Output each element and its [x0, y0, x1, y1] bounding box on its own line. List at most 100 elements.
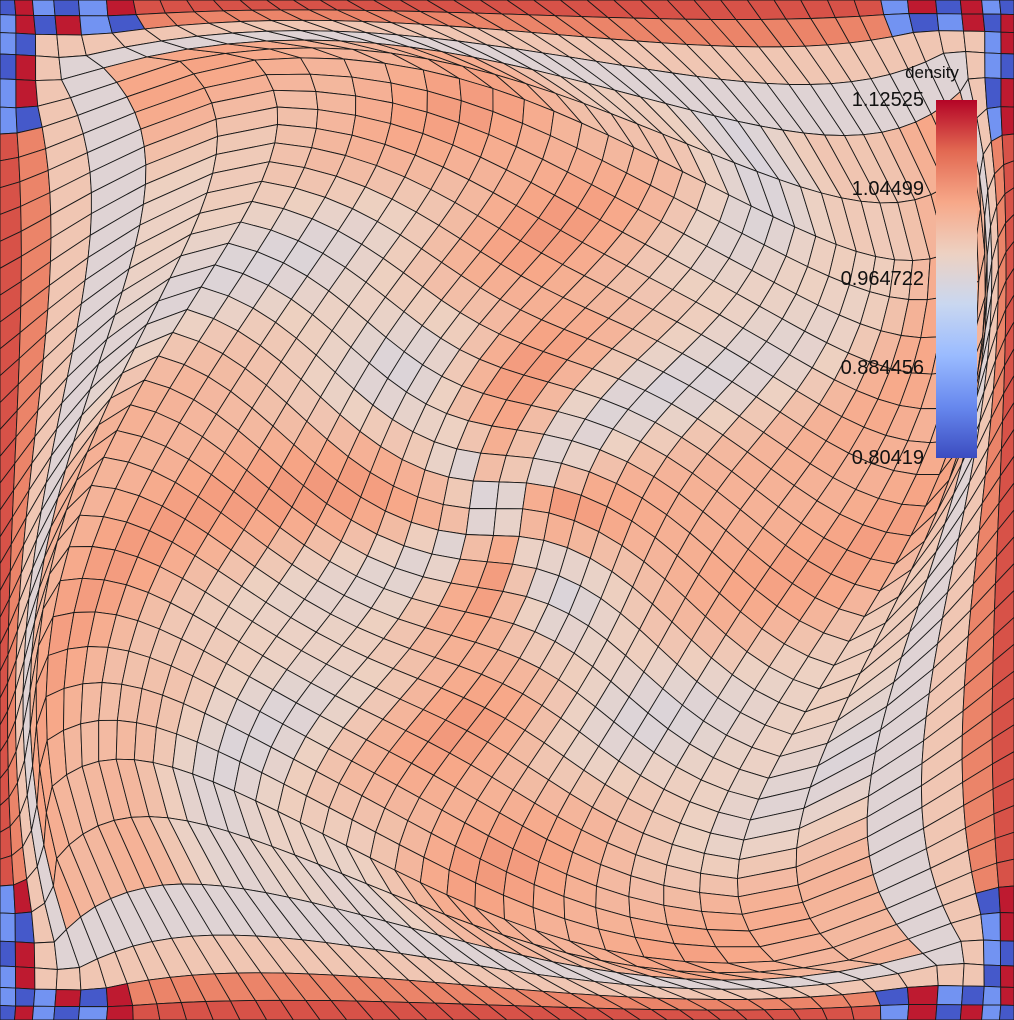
- mesh-cell: [993, 805, 1014, 839]
- mesh-cell: [959, 1004, 984, 1020]
- mesh-cell: [853, 0, 885, 17]
- mesh-cell: [982, 985, 1002, 1006]
- mesh-cell: [880, 0, 910, 16]
- mesh-cell: [992, 616, 1014, 663]
- mesh-cell: [0, 14, 17, 34]
- mesh-cell: [980, 912, 1001, 942]
- mesh-cell: [998, 455, 1014, 504]
- mesh-cell: [961, 985, 985, 1006]
- mesh-cell: [991, 697, 1014, 740]
- mesh-cell: [15, 987, 36, 1007]
- mesh-cell: [0, 986, 17, 1007]
- mesh-cell: [907, 1003, 938, 1020]
- mesh-cell: [997, 482, 1014, 531]
- mesh-cell: [265, 73, 317, 92]
- mesh-cell: [205, 1000, 241, 1020]
- mesh-cell: [1005, 267, 1014, 310]
- mesh-cell: [305, 999, 348, 1020]
- mesh-cell: [0, 106, 18, 135]
- mesh-cell: [936, 985, 964, 1006]
- mesh-cell: [959, 0, 984, 15]
- mesh-cell: [0, 965, 17, 989]
- mesh-cell: [962, 963, 985, 987]
- mesh-cell: [1000, 965, 1014, 988]
- mesh-cell: [356, 1000, 401, 1020]
- colorbar-title: density: [905, 63, 959, 82]
- mesh-cell: [382, 1001, 428, 1020]
- mesh-cell: [460, 1003, 508, 1020]
- mesh-cell: [1002, 375, 1014, 422]
- mesh-cell: [999, 940, 1014, 967]
- mesh-cell: [1001, 402, 1014, 450]
- mesh-cell: [960, 939, 985, 966]
- mesh-cell: [487, 1004, 535, 1020]
- mesh-cell: [15, 54, 37, 82]
- mesh-cell: [492, 508, 524, 537]
- mesh-cell: [15, 32, 37, 57]
- mesh-cell: [991, 670, 1014, 714]
- mesh-cell: [1001, 133, 1014, 166]
- mesh-cell: [935, 1004, 963, 1020]
- mesh-cell: [792, 1007, 828, 1020]
- mesh-cell: [180, 1001, 214, 1020]
- mesh-cell: [763, 1008, 802, 1020]
- mesh-cell: [982, 13, 1002, 33]
- mesh-cell: [0, 940, 16, 968]
- mesh-cell: [34, 967, 58, 990]
- mesh-cell: [15, 14, 36, 35]
- mesh-cell: [991, 751, 1014, 790]
- mesh-cell: [33, 14, 58, 36]
- mesh-cell: [568, 1007, 615, 1020]
- mesh-cell: [1005, 214, 1014, 253]
- mesh-cell: [1000, 106, 1014, 136]
- mesh-cell: [330, 1000, 374, 1020]
- mesh-cell: [35, 55, 62, 82]
- mesh-cell: [935, 0, 963, 15]
- mesh-cell: [115, 719, 138, 761]
- mesh-cell: [254, 999, 294, 1020]
- mesh-cell: [991, 724, 1014, 765]
- mesh-cell: [408, 1001, 455, 1020]
- mesh-cell: [1004, 187, 1014, 224]
- mesh-cell: [996, 858, 1014, 888]
- mesh-cell: [31, 0, 56, 16]
- mesh-cell: [984, 52, 1002, 79]
- mesh-cell: [14, 941, 36, 969]
- mesh-cell: [994, 563, 1014, 611]
- mesh-cell: [434, 1002, 481, 1020]
- mesh-cell: [1000, 986, 1014, 1006]
- mesh-cell: [993, 590, 1014, 637]
- mesh-cell: [984, 30, 1002, 55]
- mesh-cell: [707, 1009, 748, 1020]
- mesh-cell: [495, 481, 527, 510]
- mesh-cell: [0, 884, 16, 915]
- mesh-cell: [53, 1005, 81, 1020]
- mesh-cell: [14, 0, 35, 16]
- colorbar: [936, 100, 977, 458]
- colorbar-tick-label: 1.04499: [851, 178, 924, 201]
- mesh-cell: [0, 1004, 17, 1020]
- mesh-cell: [595, 1007, 641, 1020]
- mesh-cell: [0, 78, 17, 109]
- mesh-cell: [80, 720, 100, 767]
- mesh-cell: [54, 15, 82, 36]
- mesh-cell: [1000, 53, 1014, 80]
- colorbar-tick-label: 0.80419: [851, 447, 924, 469]
- mesh-cell: [15, 79, 39, 109]
- mesh-cell: [996, 509, 1014, 558]
- mesh-cell: [35, 33, 60, 58]
- mesh-cell: [63, 723, 83, 776]
- mesh-cell: [53, 0, 81, 17]
- mesh-cell: [908, 13, 940, 33]
- mesh-cell: [995, 536, 1014, 584]
- mesh-cell: [63, 683, 84, 731]
- mesh-cell: [1004, 321, 1014, 367]
- mesh-cell: [907, 0, 938, 15]
- mesh-cell: [0, 32, 17, 56]
- mesh-cell: [279, 999, 321, 1020]
- mesh-cell: [15, 966, 36, 990]
- mesh-cell: [936, 963, 965, 987]
- mesh-cell: [0, 132, 20, 162]
